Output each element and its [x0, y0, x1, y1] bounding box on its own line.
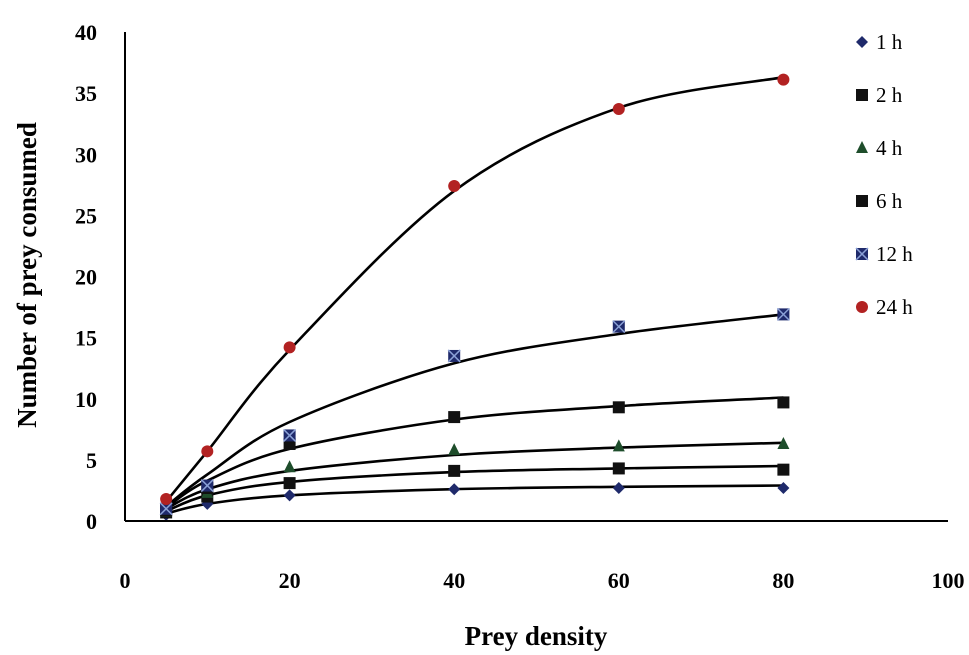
data-point-24h: [201, 445, 214, 458]
legend-marker-12h: [855, 247, 869, 261]
data-points: [159, 73, 790, 521]
data-point-2h: [448, 464, 461, 477]
data-point-12h: [200, 479, 214, 493]
y-tick-labels: 0 5 10 15 20 25 30 35 40: [75, 20, 97, 534]
legend-marker-4h: [856, 141, 868, 153]
x-tick-label: 20: [279, 568, 301, 593]
y-tick-label: 20: [75, 265, 97, 290]
y-tick-label: 35: [75, 81, 97, 106]
fit-curve-1h: [165, 484, 784, 515]
data-point-2h: [283, 477, 296, 490]
data-point-6h: [777, 396, 790, 409]
x-tick-label: 0: [120, 568, 131, 593]
y-tick-label: 30: [75, 142, 97, 167]
legend-label-4h: 4 h: [876, 136, 903, 160]
data-point-12h: [776, 307, 790, 321]
data-point-12h: [612, 320, 626, 334]
data-point-12h: [159, 502, 173, 516]
legend-label-24h: 24 h: [876, 295, 913, 319]
data-point-2h: [612, 462, 625, 475]
data-point-12h: [447, 349, 461, 363]
data-point-1h: [777, 481, 790, 494]
x-axis-title: Prey density: [465, 621, 608, 651]
x-tick-label: 100: [932, 568, 965, 593]
x-tick-label: 40: [443, 568, 465, 593]
legend-label-6h: 6 h: [876, 189, 903, 213]
x-tick-label: 60: [608, 568, 630, 593]
x-tick-label: 80: [772, 568, 794, 593]
data-point-6h: [448, 411, 461, 424]
y-axis-title: Number of prey consumed: [12, 122, 42, 428]
data-point-1h: [448, 483, 461, 496]
data-point-24h: [283, 341, 296, 354]
legend-label-12h: 12 h: [876, 242, 913, 266]
data-point-24h: [777, 73, 790, 86]
data-point-4h: [777, 436, 790, 449]
y-tick-label: 10: [75, 387, 97, 412]
y-tick-label: 25: [75, 203, 97, 228]
y-tick-label: 5: [86, 448, 97, 473]
data-point-24h: [448, 180, 461, 193]
y-tick-label: 0: [86, 509, 97, 534]
data-point-6h: [612, 401, 625, 414]
legend-marker-6h: [856, 195, 868, 207]
data-point-12h: [283, 428, 297, 442]
legend-marker-1h: [856, 36, 868, 48]
legend-label-2h: 2 h: [876, 83, 903, 107]
data-point-1h: [283, 489, 296, 502]
data-point-4h: [283, 460, 296, 473]
legend-label-1h: 1 h: [876, 30, 903, 54]
fit-curves: [165, 75, 784, 515]
y-tick-label: 15: [75, 326, 97, 351]
legend: 1 h 2 h 4 h 6 h 12 h 24 h: [855, 30, 913, 319]
data-point-1h: [612, 481, 625, 494]
data-point-2h: [777, 463, 790, 476]
legend-marker-24h: [856, 301, 868, 313]
x-tick-labels: 0 20 40 60 80 100: [120, 568, 965, 593]
y-tick-label: 40: [75, 20, 97, 45]
data-point-24h: [612, 103, 625, 116]
data-point-4h: [448, 443, 461, 456]
data-point-4h: [612, 439, 625, 452]
data-point-24h: [160, 492, 173, 505]
fit-curve-12h: [165, 313, 784, 508]
legend-marker-2h: [856, 89, 868, 101]
